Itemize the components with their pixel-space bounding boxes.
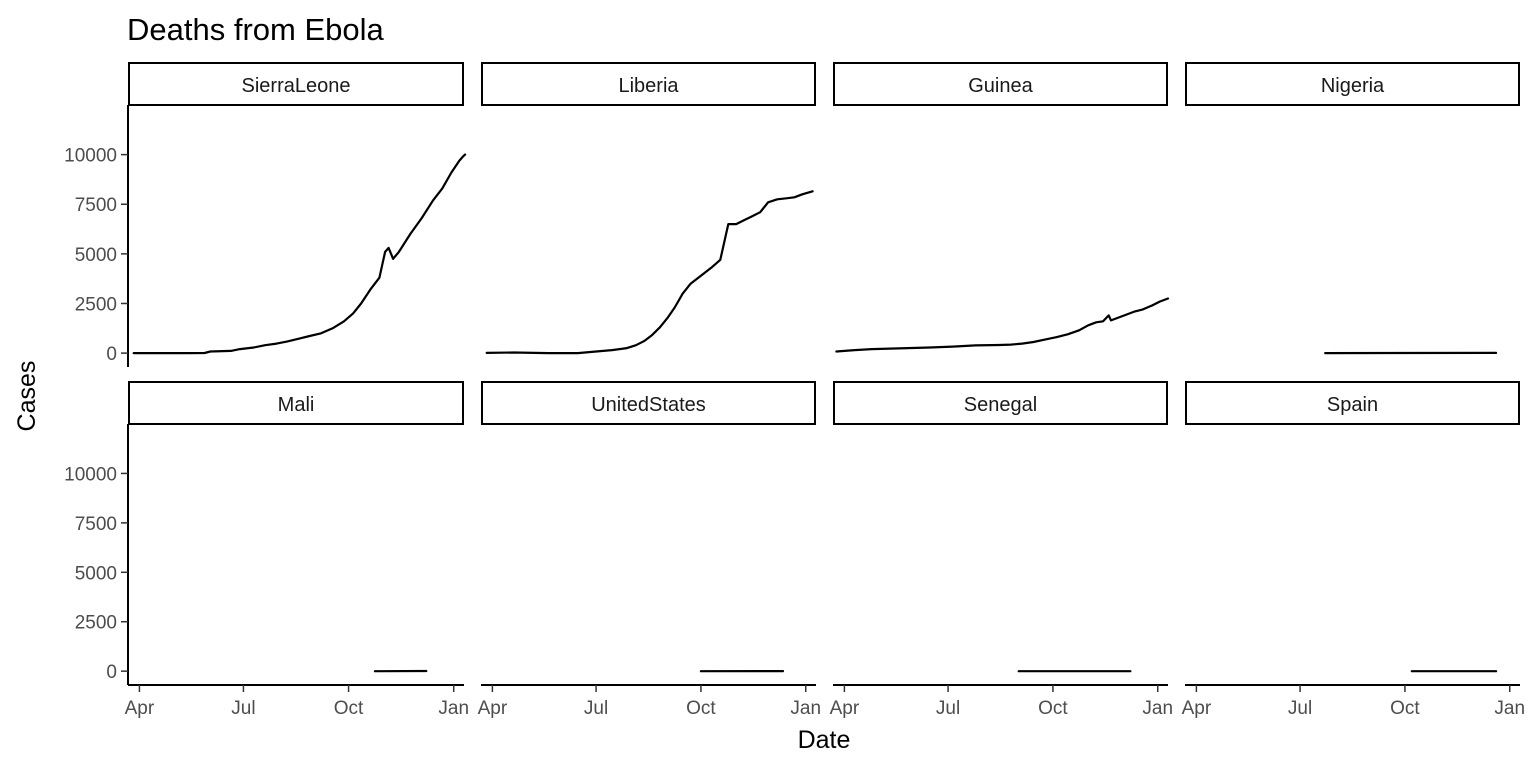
facet-strip-label: Guinea	[968, 75, 1033, 97]
y-tick-label: 2500	[75, 613, 117, 634]
facet-strip-label: Liberia	[618, 75, 679, 97]
facet-strip	[1185, 62, 1520, 106]
x-tick-label: Jan	[1142, 698, 1173, 719]
x-tick-label: Apr	[478, 698, 508, 719]
x-tick-label: Jul	[1288, 698, 1312, 719]
facet-strip-label: SierraLeone	[242, 75, 351, 97]
x-tick-label: Jul	[231, 698, 255, 719]
facet-strip	[481, 62, 816, 106]
y-tick-label: 7500	[75, 195, 117, 216]
y-tick-label: 5000	[75, 245, 117, 266]
facet-strip-label: Nigeria	[1321, 75, 1385, 97]
x-tick-label: Jan	[1494, 698, 1525, 719]
facet-guinea: Guinea	[833, 62, 1170, 353]
y-tick-label: 0	[106, 662, 117, 683]
facet-strip	[481, 381, 816, 425]
chart-title: Deaths from Ebola	[127, 12, 384, 47]
x-tick-label: Jul	[584, 698, 608, 719]
facet-strip-label: UnitedStates	[591, 394, 706, 416]
series-line-guinea	[835, 297, 1170, 353]
y-axis-title: Cases	[13, 361, 41, 432]
y-tick-label: 10000	[64, 464, 117, 485]
x-tick-label: Oct	[334, 698, 364, 719]
facet-liberia: Liberia	[481, 62, 816, 355]
series-line-liberia	[485, 190, 814, 355]
y-tick-label: 7500	[75, 514, 117, 535]
x-tick-label: Jul	[936, 698, 960, 719]
facet-strip	[1185, 381, 1520, 425]
x-tick-label: Apr	[830, 698, 860, 719]
facet-spain: Spain Apr Jul Oct Jan	[1182, 381, 1525, 719]
x-tick-label: Oct	[1038, 698, 1068, 719]
facet-senegal: Senegal Apr Jul Oct Jan	[830, 381, 1173, 719]
y-tick-label: 0	[106, 344, 117, 365]
facet-strip	[833, 62, 1168, 106]
x-tick-label: Jan	[790, 698, 821, 719]
facet-strip-label: Mali	[278, 394, 315, 416]
x-tick-label: Jan	[438, 698, 469, 719]
series-line-sierraleone	[132, 153, 467, 355]
facet-strip	[833, 381, 1168, 425]
y-tick-label: 5000	[75, 563, 117, 584]
facet-strip	[128, 62, 464, 106]
facet-panels: SierraLeone 0 2500 5000 7500 10000 Liberia Guin…	[64, 62, 1525, 719]
facet-strip-label: Spain	[1327, 394, 1378, 416]
facet-strip	[128, 381, 464, 425]
x-tick-label: Oct	[686, 698, 716, 719]
x-tick-label: Apr	[1182, 698, 1212, 719]
facet-strip-label: Senegal	[964, 394, 1037, 416]
x-tick-label: Apr	[125, 698, 155, 719]
x-tick-label: Oct	[1390, 698, 1420, 719]
x-axis-title: Date	[798, 726, 851, 754]
facet-sierraleone: SierraLeone 0 2500 5000 7500 10000	[64, 62, 467, 367]
facet-mali: Mali Apr Jul Oct Jan 0 2500 5000 7500 10000	[64, 381, 469, 719]
y-tick-label: 10000	[64, 146, 117, 167]
facet-nigeria: Nigeria	[1185, 62, 1520, 355]
y-tick-label: 2500	[75, 294, 117, 315]
facet-unitedstates: UnitedStates Apr Jul Oct Jan	[478, 381, 821, 719]
